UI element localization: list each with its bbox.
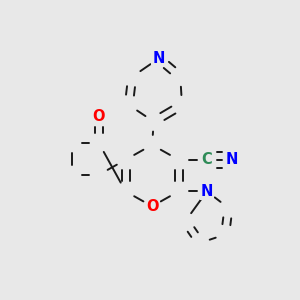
Text: C: C [202, 152, 212, 167]
Text: O: O [93, 109, 105, 124]
Text: O: O [146, 199, 158, 214]
Text: N: N [226, 152, 238, 167]
Text: N: N [152, 51, 165, 66]
Text: N: N [201, 184, 213, 199]
